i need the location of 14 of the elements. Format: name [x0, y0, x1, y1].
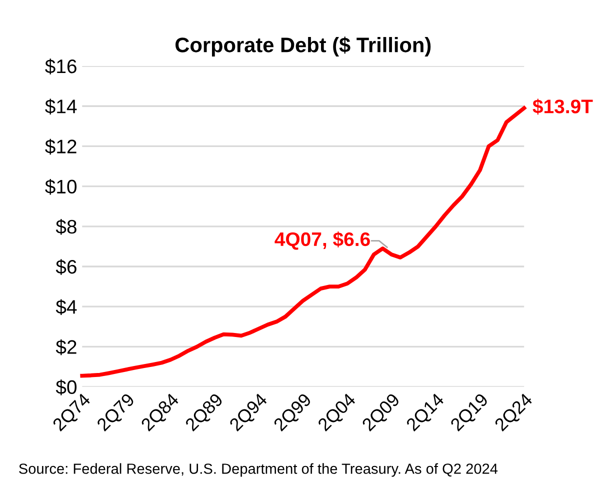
y-tick-label: $14	[45, 98, 77, 115]
y-tick-label: $16	[45, 58, 76, 74]
y-tick-label: $0	[56, 379, 77, 396]
y-tick-label: $12	[45, 138, 76, 155]
y-tick-label: $8	[56, 219, 76, 235]
y-tick-label: $4	[56, 299, 77, 315]
line-series	[80, 106, 526, 378]
annotation: 4Q07, $6.6	[274, 232, 370, 250]
chart-title: Corporate Debt ($ Trillion)	[176, 36, 431, 56]
source-note: Source: Federal Reserve, U.S. Department of the Treasury. As of Q2 2024	[19, 463, 498, 477]
y-tick-label: $2	[56, 339, 76, 356]
y-tick-label: $6	[56, 259, 76, 275]
y-tick-label: $10	[45, 178, 77, 195]
annotation: $13.9T	[532, 98, 593, 115]
